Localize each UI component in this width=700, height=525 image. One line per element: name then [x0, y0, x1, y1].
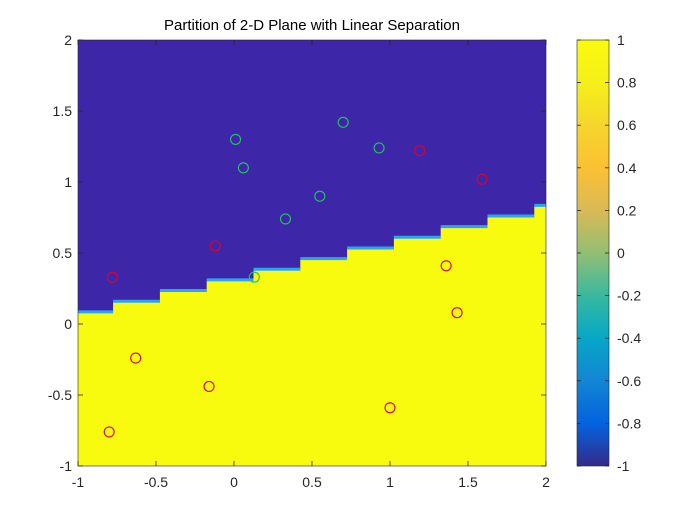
x-tick-label: 1.5	[458, 474, 478, 490]
colorbar-tick-label: 0.6	[617, 117, 637, 133]
green-point-3	[373, 142, 385, 154]
y-axis: -1 -0.5 0 0.5 1 1.5 2	[48, 32, 546, 474]
green-point-1	[237, 162, 249, 174]
plot-area	[78, 40, 546, 466]
x-tick-label: -0.5	[144, 474, 168, 490]
red-point-14	[203, 380, 215, 393]
x-tick-label: 0.5	[302, 474, 322, 490]
scatter-points	[103, 116, 488, 438]
red-point-13	[130, 352, 142, 364]
green-point-6	[248, 271, 260, 283]
y-tick-label: 1.5	[53, 103, 73, 119]
colorbar-tick-label: 0.2	[617, 202, 637, 218]
colorbar: -1 -0.8 -0.6 -0.4 -0.2 0 0.2 0.4 0.6 0.8 1	[576, 32, 641, 474]
colorbar-tick-label: -0.6	[617, 373, 641, 389]
red-point-16	[103, 426, 115, 438]
y-tick-label: 0	[64, 316, 72, 332]
y-tick-label: 0.5	[53, 245, 73, 261]
region-below-boundary	[78, 206, 546, 466]
green-point-2	[337, 116, 349, 128]
boundary-edge	[78, 203, 546, 315]
red-point-12	[451, 307, 463, 319]
red-point-7	[106, 271, 118, 283]
x-tick-label: 0	[230, 474, 238, 490]
x-tick-label: 2	[542, 474, 550, 490]
chart-title: Partition of 2-D Plane with Linear Separ…	[164, 17, 460, 34]
y-tick-label: -0.5	[48, 387, 72, 403]
y-tick-label: 1	[64, 174, 72, 190]
colorbar-tick-label: 0	[617, 245, 625, 261]
colorbar-gradient	[576, 39, 610, 467]
red-point-15	[384, 402, 396, 414]
red-point-9	[414, 145, 426, 157]
x-axis: -1 -0.5 0 0.5 1 1.5 2	[72, 40, 550, 490]
x-tick-label: 1	[386, 474, 394, 490]
red-point-10	[476, 173, 488, 185]
colorbar-tick-label: -0.4	[617, 330, 641, 346]
green-point-4	[314, 190, 326, 202]
colorbar-tick-label: 0.4	[617, 160, 637, 176]
colorbar-tick-label: -0.2	[617, 288, 641, 304]
colorbar-tick-label: -0.8	[617, 415, 641, 431]
colorbar-ticks: -1 -0.8 -0.6 -0.4 -0.2 0 0.2 0.4 0.6 0.8 1	[577, 32, 641, 474]
y-tick-label: -1	[60, 458, 73, 474]
colorbar-tick-label: 1	[617, 32, 625, 48]
green-point-0	[230, 133, 242, 145]
colorbar-tick-label: 0.8	[617, 75, 637, 91]
red-point-8	[209, 240, 221, 252]
green-point-5	[279, 213, 292, 225]
red-point-11	[440, 260, 452, 272]
colorbar-tick-label: -1	[617, 458, 630, 474]
x-tick-label: -1	[72, 474, 85, 490]
y-tick-label: 2	[64, 32, 72, 48]
